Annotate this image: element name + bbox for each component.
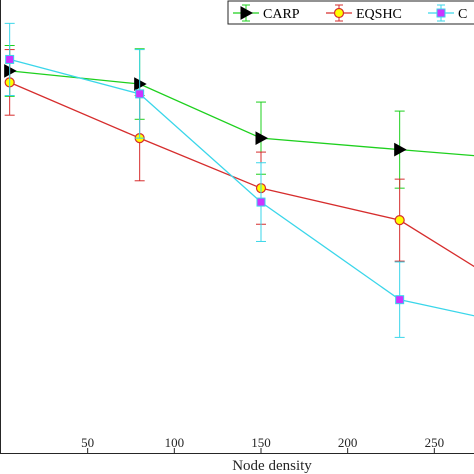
x-axis-ticks: 50 100 150 200 250 [81, 435, 444, 453]
legend-entry: CARP [233, 4, 300, 22]
data-point-marker [4, 64, 17, 78]
series-line [9, 58, 474, 317]
x-tick-label: 50 [81, 435, 94, 450]
series-eqshc [4, 49, 474, 268]
x-tick-label: 100 [165, 435, 185, 450]
legend-entry: C [428, 4, 467, 22]
legend-label: EQSHC [356, 7, 402, 22]
data-point-marker [240, 6, 254, 20]
data-point-marker [394, 215, 405, 226]
data-point-marker [135, 89, 145, 99]
x-axis-title: Node density [232, 458, 312, 474]
data-point-marker [255, 131, 269, 145]
series-line [9, 70, 474, 157]
data-point-marker [256, 197, 266, 207]
legend: CARP EQSHC C [227, 0, 474, 25]
data-point-marker [333, 7, 345, 19]
data-point-marker [5, 54, 15, 64]
series-carp [4, 44, 474, 189]
x-tick-label: 200 [338, 435, 358, 450]
x-tick-label: 150 [251, 435, 271, 450]
series-layer [4, 22, 474, 338]
x-tick-label: 250 [425, 435, 445, 450]
legend-label: C [458, 7, 467, 22]
data-point-marker [395, 295, 405, 305]
legend-entry: EQSHC [326, 4, 402, 22]
data-point-marker [394, 142, 407, 157]
legend-label: CARP [263, 7, 300, 22]
series-c [4, 22, 474, 338]
series-line [9, 81, 474, 268]
data-point-marker [436, 8, 446, 18]
plot-area [0, 0, 474, 454]
